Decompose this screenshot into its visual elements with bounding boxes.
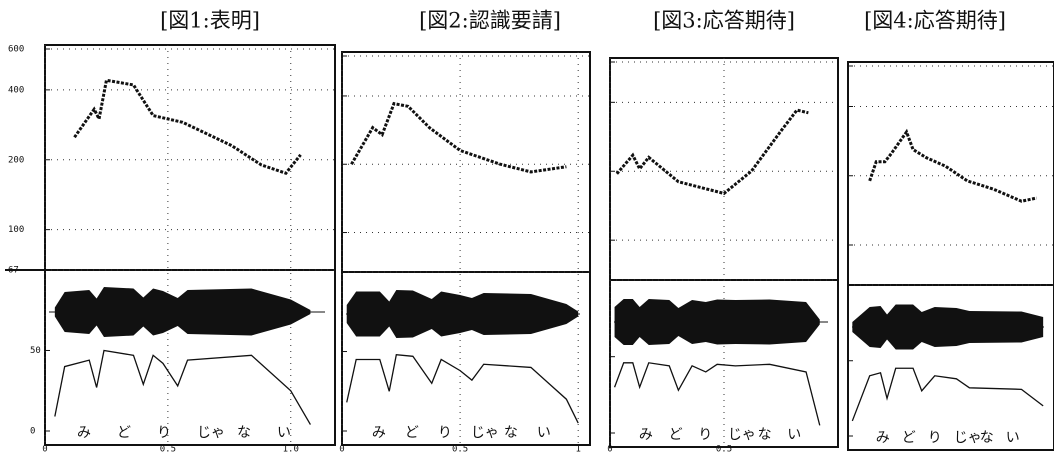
page: [図1:表明]6710020040060000.51.0050みどりじゃない[図… (0, 0, 1054, 454)
syllable: な (758, 427, 772, 443)
y-tick-label: 200 (8, 155, 24, 165)
syllable: み (876, 430, 890, 446)
x-tick-label: 0 (607, 445, 612, 454)
panel-title: [図3:応答期待] (653, 9, 795, 33)
syllable: り (438, 425, 452, 441)
syllable: り (928, 430, 942, 446)
syllable: ど (405, 425, 419, 441)
syllable: い (1006, 430, 1020, 446)
syllable: じゃ (728, 427, 756, 443)
syllable: み (372, 425, 386, 441)
x-tick-label: 0.5 (716, 445, 732, 454)
panel-frame (45, 45, 335, 445)
panel-frame (342, 52, 590, 445)
intensity-contour (615, 363, 820, 426)
syllable: ど (117, 425, 131, 441)
syllable: じゃ (197, 425, 225, 441)
panel-frame (848, 62, 1054, 450)
syllable: ど (669, 427, 683, 443)
syllable: い (537, 425, 551, 441)
panel-title: [図1:表明] (160, 9, 260, 33)
intensity-contour (852, 368, 1043, 421)
syllable: な (237, 425, 251, 441)
x-tick-label: 0 (339, 445, 344, 454)
syllable: み (77, 425, 91, 441)
syllable: み (639, 427, 653, 443)
syllable: な (504, 425, 518, 441)
panel-title: [図2:認識要請] (419, 9, 561, 33)
figure: [図1:表明]6710020040060000.51.0050みどりじゃない[図… (0, 0, 1054, 454)
syllable: い (277, 425, 291, 441)
syllable: じゃ (954, 430, 982, 446)
syllable: じゃ (471, 425, 499, 441)
x-tick-label: 1 (575, 445, 580, 454)
y-tick-label: 67 (8, 266, 19, 276)
panel-title: [図4:応答期待] (864, 9, 1006, 33)
syllable: い (787, 427, 801, 443)
y-tick-label: 600 (8, 45, 24, 55)
syllable: ど (902, 430, 916, 446)
intensity-contour (347, 355, 578, 423)
pitch-contour (74, 80, 300, 173)
x-tick-label: 0 (42, 445, 47, 454)
syllable: り (157, 425, 171, 441)
x-tick-label: 1.0 (283, 445, 299, 454)
x-tick-label: 0.5 (452, 445, 468, 454)
syllable: り (698, 427, 712, 443)
y-tick-label: 50 (30, 346, 41, 356)
intensity-contour (55, 350, 311, 424)
pitch-contour (617, 110, 809, 193)
y-tick-label: 400 (8, 85, 24, 95)
y-tick-label: 0 (30, 427, 35, 437)
x-tick-label: 0.5 (160, 445, 176, 454)
syllable: な (980, 430, 994, 446)
y-tick-label: 100 (8, 225, 24, 235)
pitch-contour (870, 132, 1037, 201)
pitch-contour (351, 104, 566, 172)
